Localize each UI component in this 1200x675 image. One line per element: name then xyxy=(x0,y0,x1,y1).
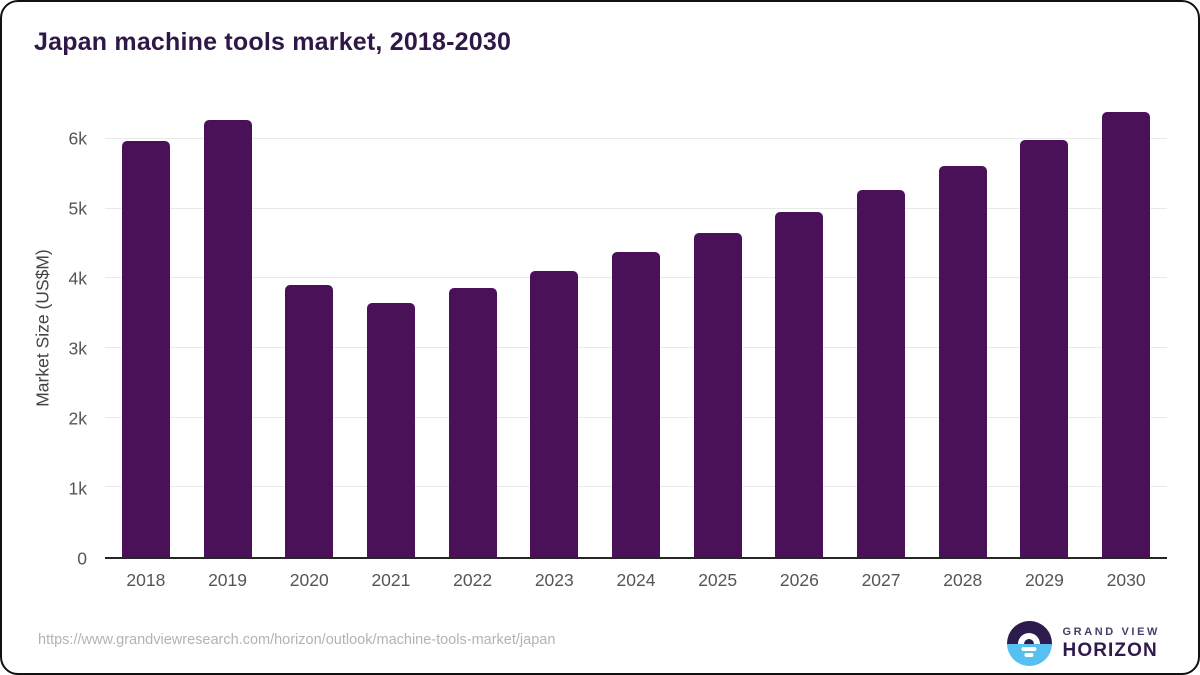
horizon-sunrise-icon xyxy=(1006,621,1052,666)
icon-sun-arch xyxy=(1018,632,1040,644)
chart-title: Japan machine tools market, 2018-2030 xyxy=(34,28,512,56)
bar-2028[interactable] xyxy=(938,166,987,557)
bar-2018[interactable] xyxy=(121,140,170,557)
bar-2029[interactable] xyxy=(1020,140,1069,557)
x-tick-label-2029: 2029 xyxy=(1024,570,1064,590)
x-slot-2021: 2021 xyxy=(350,570,432,591)
bar-2030[interactable] xyxy=(1102,111,1151,557)
x-slot-2030: 2030 xyxy=(1085,570,1167,591)
bar-2020[interactable] xyxy=(285,284,334,557)
x-tick-label-2026: 2026 xyxy=(779,570,819,590)
x-slot-2028: 2028 xyxy=(922,570,1004,591)
bar-2021[interactable] xyxy=(366,303,415,557)
x-slot-2026: 2026 xyxy=(759,570,841,591)
bar-slot-2028 xyxy=(922,97,1004,557)
brand-name-top: GRAND VIEW xyxy=(1062,625,1160,638)
brand-text: GRAND VIEW HORIZON xyxy=(1063,626,1161,662)
bar-slot-2024 xyxy=(595,97,677,557)
gridline-5k xyxy=(105,207,1167,209)
x-slot-2027: 2027 xyxy=(840,570,922,591)
bar-slot-2021 xyxy=(350,97,432,557)
bar-2023[interactable] xyxy=(530,270,579,557)
icon-reflection-line xyxy=(1021,647,1037,651)
x-tick-label-2023: 2023 xyxy=(534,570,574,590)
x-tick-label-2021: 2021 xyxy=(371,570,411,590)
y-tick-label-1k: 1k xyxy=(68,478,87,499)
y-tick-label-0: 0 xyxy=(77,548,87,569)
bar-slot-2027 xyxy=(840,97,922,557)
bar-2025[interactable] xyxy=(693,232,742,557)
x-slot-2023: 2023 xyxy=(513,570,595,591)
x-slot-2019: 2019 xyxy=(187,570,269,591)
bar-slot-2030 xyxy=(1085,97,1167,557)
y-tick-label-2k: 2k xyxy=(68,408,87,429)
gridline-6k xyxy=(105,137,1167,139)
bars xyxy=(105,97,1167,557)
x-slot-2022: 2022 xyxy=(432,570,514,591)
bar-slot-2022 xyxy=(432,97,514,557)
bar-2022[interactable] xyxy=(448,287,497,557)
y-tick-label-5k: 5k xyxy=(68,198,87,219)
x-slot-2024: 2024 xyxy=(595,570,677,591)
x-tick-label-2028: 2028 xyxy=(943,570,983,590)
x-tick-label-2025: 2025 xyxy=(698,570,738,590)
y-tick-label-4k: 4k xyxy=(68,268,87,289)
x-tick-label-2018: 2018 xyxy=(126,570,166,590)
bar-2024[interactable] xyxy=(611,251,660,557)
brand-logo: GRAND VIEW HORIZON xyxy=(1006,621,1161,666)
x-tick-label-2024: 2024 xyxy=(616,570,656,590)
x-tick-label-2022: 2022 xyxy=(453,570,493,590)
y-axis-ticks: 0 1k 2k 3k 4k 5k 6k xyxy=(2,97,97,569)
bar-2026[interactable] xyxy=(775,212,824,557)
x-tick-label-2020: 2020 xyxy=(289,570,329,590)
bar-slot-2018 xyxy=(105,97,187,557)
x-axis-labels: 2018 2019 2020 2021 2022 2023 2024 2025 2026 2027… xyxy=(105,570,1167,591)
bar-slot-2026 xyxy=(759,97,841,557)
x-slot-2018: 2018 xyxy=(105,570,187,591)
x-slot-2029: 2029 xyxy=(1004,570,1086,591)
x-tick-label-2019: 2019 xyxy=(208,570,247,590)
plot-area xyxy=(105,97,1167,559)
y-tick-label-6k: 6k xyxy=(68,128,87,149)
bar-slot-2025 xyxy=(677,97,759,557)
icon-top-half xyxy=(1006,621,1052,644)
bar-2019[interactable] xyxy=(203,120,252,557)
x-tick-label-2030: 2030 xyxy=(1106,570,1146,590)
bar-slot-2029 xyxy=(1004,97,1086,557)
icon-reflection-line xyxy=(1024,653,1034,657)
brand-name-bottom: HORIZON xyxy=(1062,639,1158,661)
icon-sun-arch-hole xyxy=(1024,638,1034,644)
bar-slot-2019 xyxy=(187,97,269,557)
bar-slot-2020 xyxy=(268,97,350,557)
source-url: https://www.grandviewresearch.com/horizo… xyxy=(38,632,556,648)
bar-slot-2023 xyxy=(513,97,595,557)
x-tick-label-2027: 2027 xyxy=(861,570,901,590)
y-tick-label-3k: 3k xyxy=(68,338,87,359)
x-slot-2025: 2025 xyxy=(677,570,759,591)
bar-2027[interactable] xyxy=(857,189,906,557)
x-slot-2020: 2020 xyxy=(268,570,350,591)
